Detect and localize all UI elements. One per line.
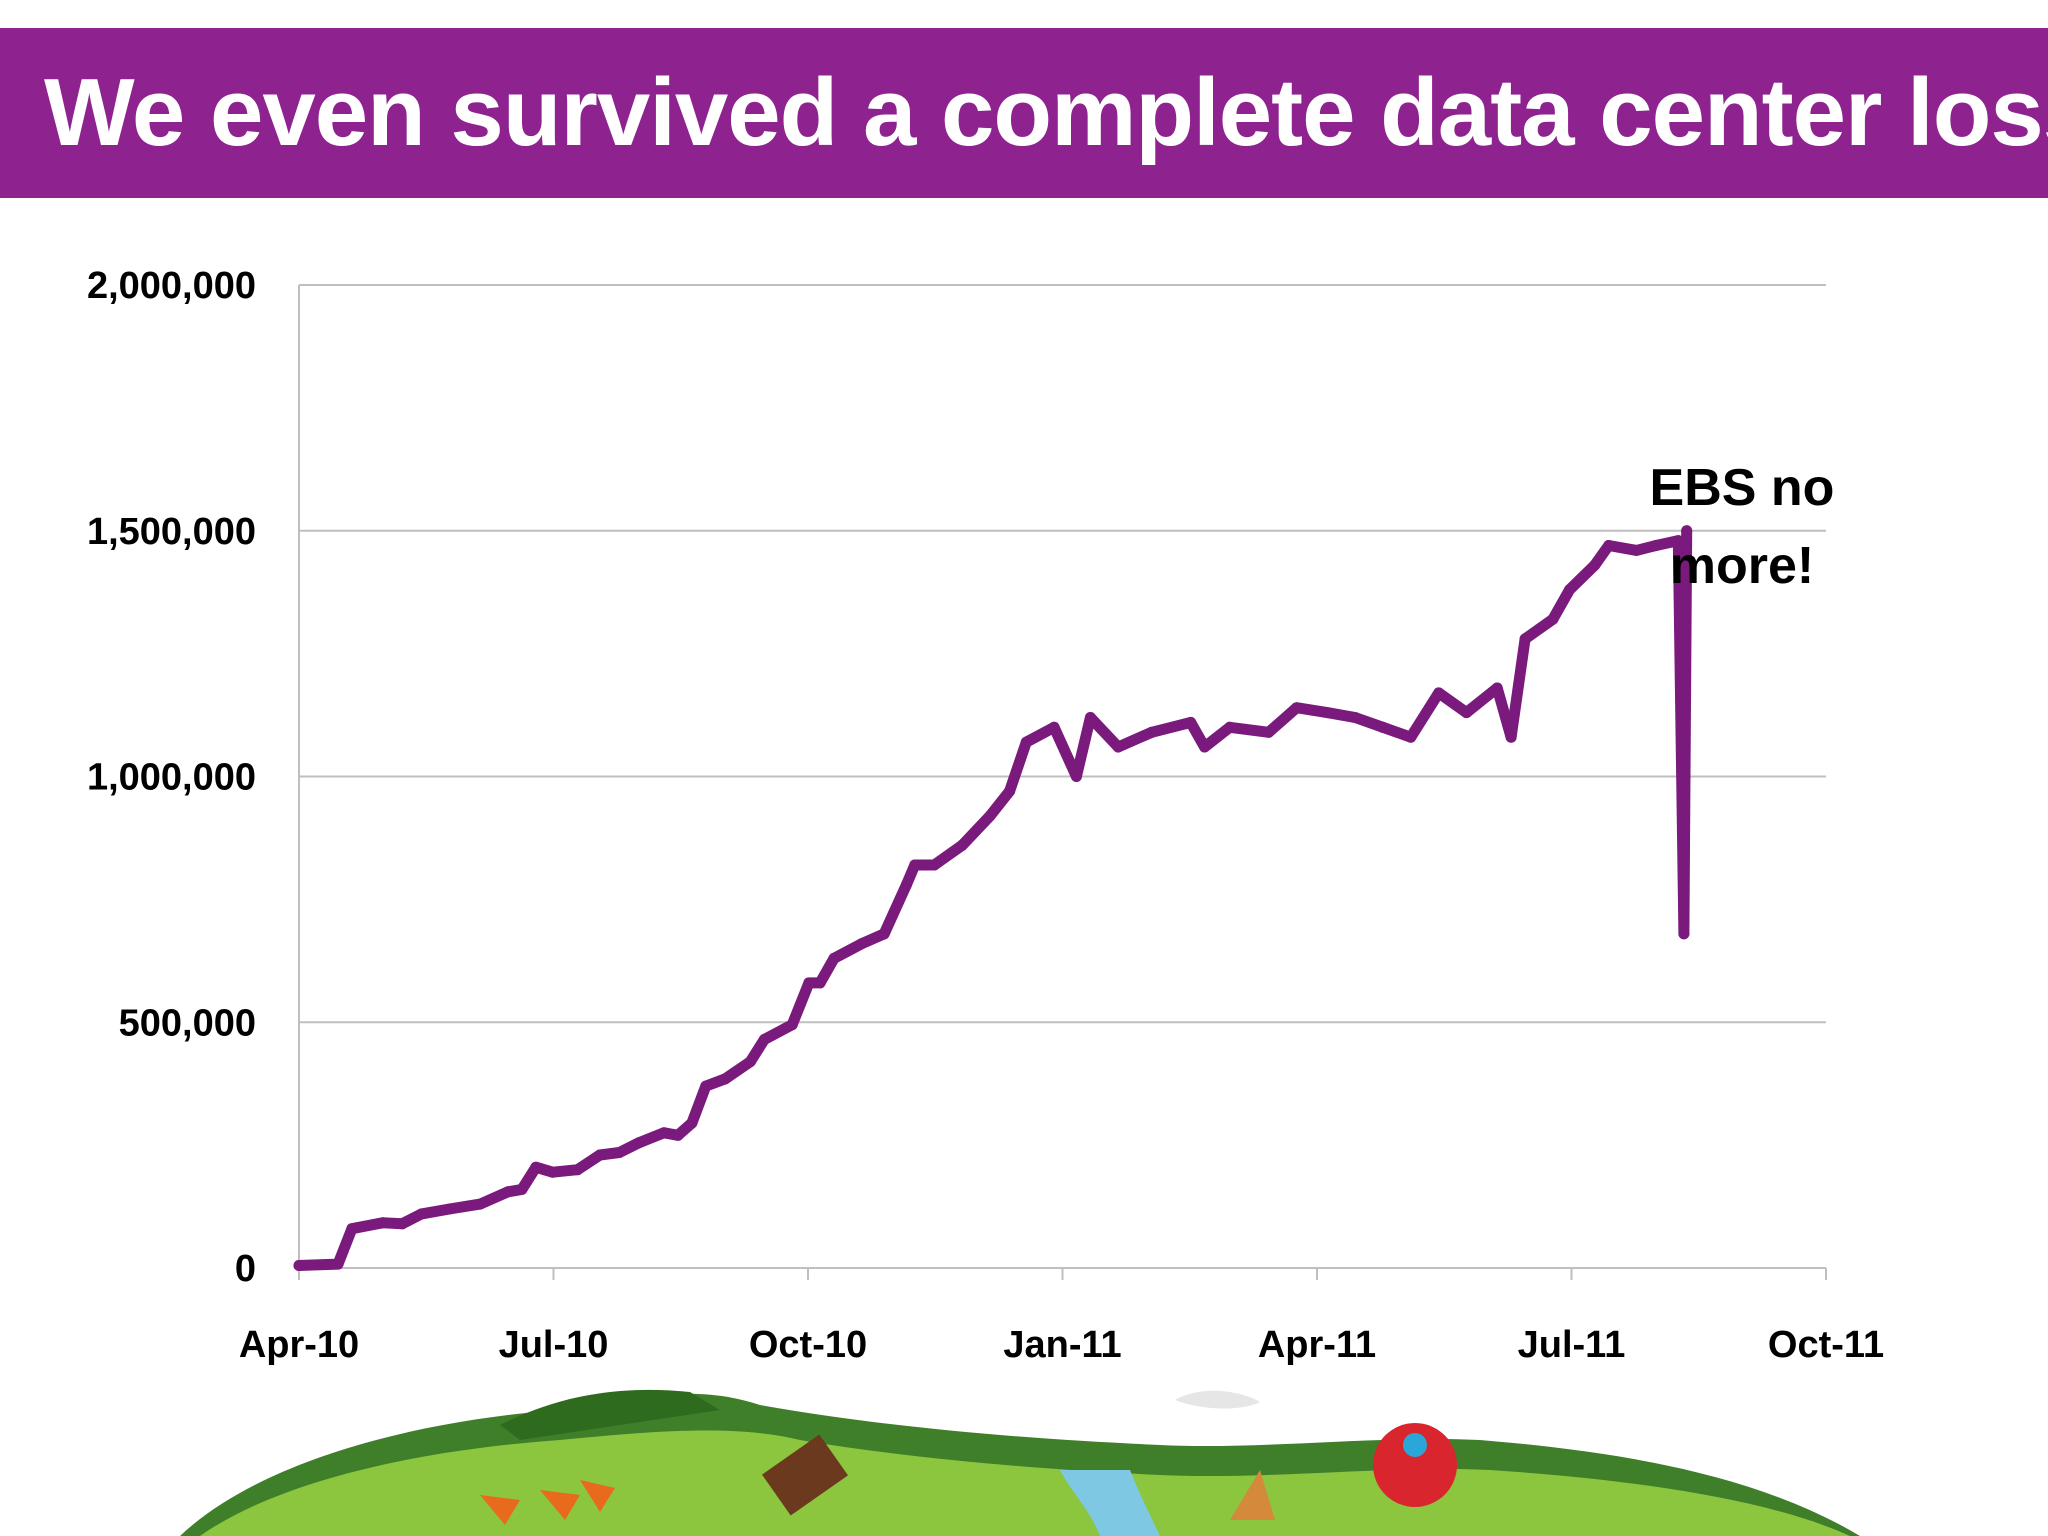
y-tick-label: 500,000	[119, 1002, 256, 1044]
data-point	[744, 1056, 756, 1068]
chocolate-bar	[761, 1434, 849, 1516]
robot-eye	[1403, 1433, 1427, 1457]
data-point	[547, 1166, 559, 1178]
annotation-text: EBS no	[1650, 459, 1835, 517]
river	[1060, 1470, 1160, 1536]
gridlines	[299, 284, 1826, 1024]
data-point	[1678, 928, 1690, 940]
data-point	[332, 1258, 344, 1270]
x-tick-label: Apr-11	[1258, 1324, 1376, 1366]
ice-cream-cone	[1230, 1470, 1275, 1520]
y-tick-label: 2,000,000	[87, 265, 256, 307]
data-point	[1491, 682, 1503, 694]
data-point	[984, 810, 996, 822]
data-point	[1349, 712, 1361, 723]
data-point	[672, 1129, 684, 1141]
data-point	[474, 1198, 486, 1210]
series-line	[293, 525, 1693, 1271]
carrot	[540, 1490, 580, 1520]
data-point	[1321, 707, 1333, 719]
data-point	[1519, 633, 1531, 645]
x-tick-label: Jul-10	[499, 1324, 609, 1366]
data-point	[1377, 721, 1389, 733]
data-point	[1433, 687, 1445, 699]
data-point	[1631, 544, 1642, 556]
data-point	[1547, 613, 1559, 625]
data-point	[1461, 707, 1472, 719]
x-tick-label: Oct-10	[749, 1324, 867, 1366]
data-point	[1405, 731, 1417, 743]
carrot	[480, 1495, 520, 1525]
data-point	[828, 952, 840, 964]
data-point	[686, 1117, 698, 1129]
data-point	[502, 1186, 514, 1198]
data-point	[1048, 721, 1060, 733]
data-point	[1650, 540, 1662, 551]
data-point	[1020, 736, 1032, 748]
data-point	[901, 879, 912, 891]
data-point	[1224, 721, 1236, 733]
data-point	[1185, 716, 1197, 728]
data-point	[758, 1034, 770, 1045]
data-point	[956, 839, 968, 851]
data-point	[786, 1019, 798, 1031]
farm-landscape-illustration	[180, 1389, 1860, 1536]
data-point	[530, 1161, 542, 1173]
data-point	[1146, 726, 1158, 738]
data-point	[396, 1218, 408, 1230]
x-tick-label: Oct-11	[1768, 1324, 1884, 1366]
data-point	[1199, 741, 1211, 753]
data-point	[346, 1223, 358, 1235]
data-point	[878, 928, 890, 940]
tree-line	[500, 1389, 720, 1440]
annotation: EBS no more!	[1650, 459, 1835, 595]
data-point	[909, 859, 921, 871]
data-point	[1004, 785, 1016, 797]
x-tick-label: Apr-10	[239, 1324, 359, 1366]
data-point	[719, 1073, 731, 1085]
data-point	[377, 1217, 389, 1229]
annotation-text: more!	[1670, 537, 1814, 595]
title-banner: We even survived a complete data center …	[0, 28, 2048, 198]
data-point	[1564, 584, 1576, 596]
data-point	[416, 1208, 428, 1220]
data-point	[293, 1260, 305, 1271]
data-point	[928, 859, 940, 871]
data-point	[658, 1127, 670, 1139]
y-tick-label: 1,500,000	[87, 511, 256, 553]
data-point	[803, 977, 815, 989]
y-tick-label: 1,000,000	[87, 757, 256, 799]
x-tick-label: Jan-11	[1003, 1324, 1121, 1366]
data-point	[516, 1183, 528, 1195]
data-point	[572, 1164, 584, 1176]
data-point	[1505, 731, 1517, 743]
data-point	[594, 1149, 606, 1161]
cloud	[1175, 1390, 1260, 1409]
data-point	[1672, 535, 1684, 547]
data-point	[1112, 741, 1124, 753]
robot-body	[1373, 1423, 1457, 1507]
data-point	[856, 938, 868, 950]
y-tick-label: 0	[235, 1248, 256, 1290]
axes	[298, 285, 1827, 1280]
x-tick-label: Jul-11	[1518, 1324, 1626, 1366]
data-point	[613, 1147, 625, 1158]
data-point	[444, 1203, 455, 1215]
carrot	[580, 1480, 615, 1512]
hill-light	[200, 1430, 1850, 1536]
data-point	[1589, 559, 1601, 571]
data-point	[814, 977, 826, 989]
slide-title: We even survived a complete data center …	[44, 59, 2048, 166]
data-point	[1603, 540, 1615, 551]
data-point	[1263, 726, 1275, 738]
series-layer	[293, 525, 1693, 1271]
data-point	[1291, 702, 1303, 714]
data-point	[1084, 712, 1096, 723]
data-point	[633, 1137, 645, 1149]
data-point	[700, 1080, 712, 1092]
data-point	[1070, 771, 1082, 782]
tick-labels: 0 500,000 1,000,000 1,500,000 2,000,000 Apr-1…	[87, 265, 1884, 1366]
data-point	[1681, 525, 1693, 537]
